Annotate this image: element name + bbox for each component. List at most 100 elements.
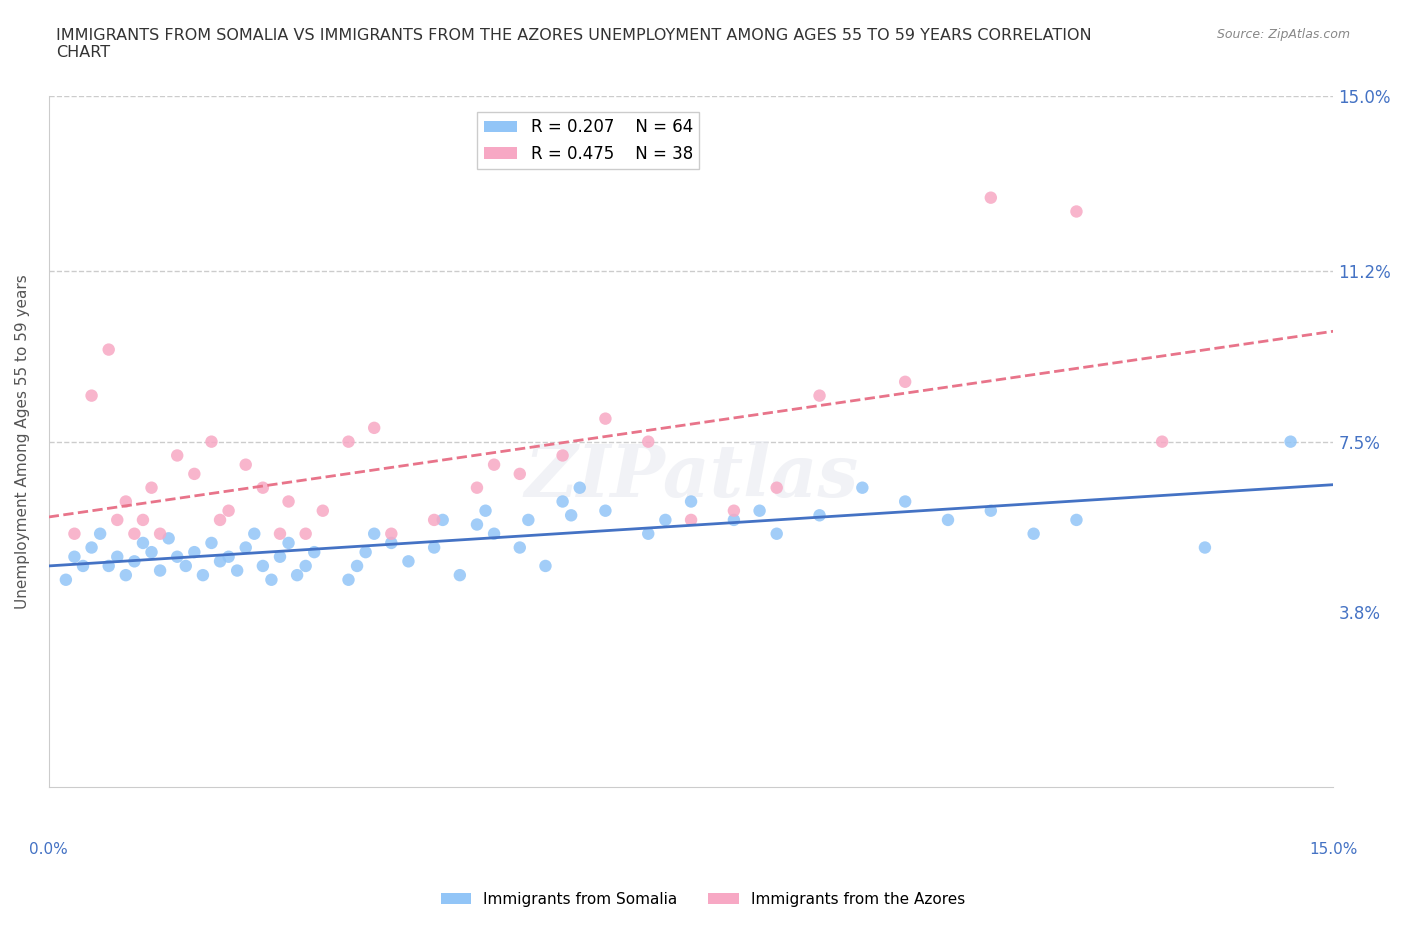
Point <box>765 526 787 541</box>
Point <box>114 494 136 509</box>
Point <box>380 536 402 551</box>
Point <box>97 342 120 357</box>
Point <box>200 536 222 551</box>
Legend: R = 0.207    N = 64, R = 0.475    N = 38: R = 0.207 N = 64, R = 0.475 N = 38 <box>477 112 699 169</box>
Point <box>80 540 103 555</box>
Point <box>337 572 360 587</box>
Point <box>681 494 703 509</box>
Y-axis label: Unemployment Among Ages 55 to 59 years: Unemployment Among Ages 55 to 59 years <box>15 274 30 609</box>
Point <box>637 526 659 541</box>
Point <box>166 550 188 565</box>
Point <box>482 458 505 472</box>
Point <box>765 480 787 495</box>
Point <box>432 512 454 527</box>
Point <box>808 388 831 403</box>
Point <box>534 559 557 574</box>
Point <box>363 420 385 435</box>
Point <box>980 503 1002 518</box>
Point <box>294 526 316 541</box>
Point <box>105 512 128 527</box>
Point <box>894 375 917 390</box>
Point <box>337 434 360 449</box>
Text: Source: ZipAtlas.com: Source: ZipAtlas.com <box>1216 28 1350 41</box>
Point <box>748 503 770 518</box>
Point <box>285 567 308 582</box>
Point <box>465 517 488 532</box>
Legend: Immigrants from Somalia, Immigrants from the Azores: Immigrants from Somalia, Immigrants from… <box>434 886 972 913</box>
Point <box>980 191 1002 206</box>
Point <box>449 567 471 582</box>
Point <box>218 550 240 565</box>
Point <box>423 512 446 527</box>
Point <box>1279 434 1302 449</box>
Point <box>166 448 188 463</box>
Point <box>277 536 299 551</box>
Point <box>97 559 120 574</box>
Point <box>141 480 163 495</box>
Point <box>72 559 94 574</box>
Point <box>474 503 496 518</box>
Point <box>252 559 274 574</box>
Point <box>354 545 377 560</box>
Point <box>681 512 703 527</box>
Point <box>149 526 172 541</box>
Point <box>595 411 617 426</box>
Point <box>1194 540 1216 555</box>
Point <box>851 480 873 495</box>
Point <box>294 559 316 574</box>
Point <box>63 550 86 565</box>
Point <box>304 545 326 560</box>
Point <box>218 503 240 518</box>
Point <box>269 526 291 541</box>
Text: 0.0%: 0.0% <box>30 843 67 857</box>
Point <box>482 526 505 541</box>
Point <box>1066 204 1088 219</box>
Text: ZIPatlas: ZIPatlas <box>524 441 858 512</box>
Point <box>149 563 172 578</box>
Point <box>191 567 214 582</box>
Point <box>208 554 231 569</box>
Point <box>132 536 155 551</box>
Point <box>423 540 446 555</box>
Point <box>63 526 86 541</box>
Point <box>595 503 617 518</box>
Point <box>551 494 574 509</box>
Point <box>277 494 299 509</box>
Point <box>243 526 266 541</box>
Point <box>235 540 257 555</box>
Point <box>200 434 222 449</box>
Point <box>183 545 205 560</box>
Point <box>252 480 274 495</box>
Point <box>1066 512 1088 527</box>
Point <box>80 388 103 403</box>
Point <box>174 559 197 574</box>
Point <box>208 512 231 527</box>
Point <box>1022 526 1045 541</box>
Point <box>89 526 111 541</box>
Point <box>226 563 249 578</box>
Point <box>637 434 659 449</box>
Point <box>509 540 531 555</box>
Point <box>124 554 146 569</box>
Point <box>723 512 745 527</box>
Point <box>568 480 591 495</box>
Text: 15.0%: 15.0% <box>1309 843 1358 857</box>
Point <box>517 512 540 527</box>
Point <box>235 458 257 472</box>
Point <box>105 550 128 565</box>
Point <box>55 572 77 587</box>
Point <box>560 508 582 523</box>
Point <box>260 572 283 587</box>
Point <box>551 448 574 463</box>
Point <box>312 503 335 518</box>
Point <box>894 494 917 509</box>
Point <box>1152 434 1174 449</box>
Point <box>380 526 402 541</box>
Point <box>183 467 205 482</box>
Point <box>124 526 146 541</box>
Point <box>141 545 163 560</box>
Text: IMMIGRANTS FROM SOMALIA VS IMMIGRANTS FROM THE AZORES UNEMPLOYMENT AMONG AGES 55: IMMIGRANTS FROM SOMALIA VS IMMIGRANTS FR… <box>56 28 1092 60</box>
Point <box>936 512 959 527</box>
Point <box>132 512 155 527</box>
Point <box>808 508 831 523</box>
